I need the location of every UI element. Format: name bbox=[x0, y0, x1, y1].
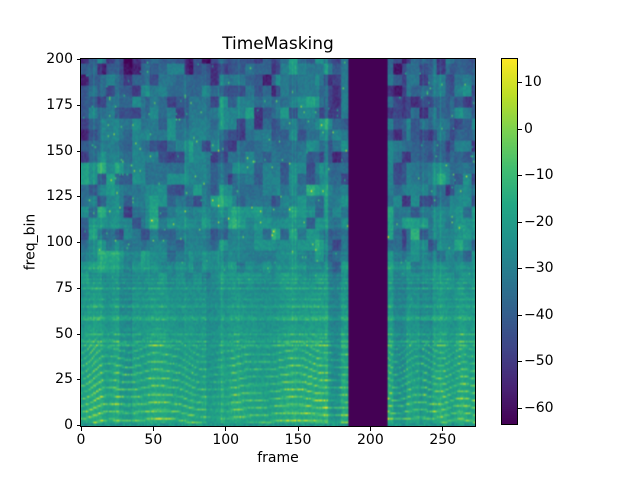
y-tick-150-mark bbox=[76, 150, 80, 152]
x-tick-250-label: 250 bbox=[429, 432, 457, 448]
x-tick-200-label: 200 bbox=[357, 432, 384, 448]
y-tick-150-label: 150 bbox=[46, 142, 73, 159]
colorbar-tick--60-label: −60 bbox=[524, 399, 554, 416]
y-tick-200-label: 200 bbox=[46, 51, 73, 68]
colorbar-tick-10-mark bbox=[518, 82, 522, 84]
y-tick-125-mark bbox=[76, 196, 80, 198]
colorbar-tick--30-mark bbox=[518, 268, 522, 270]
y-tick-200-mark bbox=[76, 59, 80, 61]
x-tick-200-mark bbox=[369, 427, 371, 431]
y-tick-100-mark bbox=[76, 242, 80, 244]
y-tick-50-mark bbox=[76, 333, 80, 335]
x-tick-100-label: 100 bbox=[212, 432, 240, 448]
y-tick-50-label: 50 bbox=[55, 325, 73, 342]
colorbar-tick--60-mark bbox=[518, 407, 522, 409]
colorbar-tick--50-label: −50 bbox=[524, 353, 554, 370]
x-tick-50-mark bbox=[152, 427, 154, 431]
spectrogram-image bbox=[80, 58, 476, 427]
x-axis-label: frame bbox=[257, 450, 299, 466]
x-tick-0-label: 0 bbox=[76, 432, 86, 448]
colorbar-tick--20-label: −20 bbox=[524, 213, 554, 230]
colorbar bbox=[501, 58, 518, 425]
colorbar-tick--40-mark bbox=[518, 314, 522, 316]
y-tick-125-label: 125 bbox=[46, 188, 73, 205]
y-tick-0-label: 0 bbox=[64, 417, 73, 434]
colorbar-tick--20-mark bbox=[518, 221, 522, 223]
x-tick-0-mark bbox=[80, 427, 82, 431]
colorbar-tick--30-label: −30 bbox=[524, 260, 554, 277]
colorbar-tick--40-label: −40 bbox=[524, 306, 554, 323]
x-tick-150-mark bbox=[297, 427, 299, 431]
chart-title: TimeMasking bbox=[222, 34, 334, 54]
x-tick-250-mark bbox=[442, 427, 444, 431]
y-tick-75-label: 75 bbox=[55, 279, 73, 296]
colorbar-tick--50-mark bbox=[518, 361, 522, 363]
x-tick-50-label: 50 bbox=[144, 432, 163, 448]
y-tick-175-label: 175 bbox=[46, 97, 73, 114]
y-tick-75-mark bbox=[76, 287, 80, 289]
y-tick-25-mark bbox=[76, 379, 80, 381]
y-tick-0-mark bbox=[76, 425, 80, 427]
colorbar-tick--10-label: −10 bbox=[524, 167, 554, 184]
y-tick-100-label: 100 bbox=[46, 234, 73, 251]
x-tick-100-mark bbox=[225, 427, 227, 431]
colorbar-tick--10-mark bbox=[518, 175, 522, 177]
colorbar-tick-0-label: 0 bbox=[524, 120, 533, 137]
colorbar-tick-10-label: 10 bbox=[524, 74, 542, 91]
y-tick-25-label: 25 bbox=[55, 371, 73, 388]
y-tick-175-mark bbox=[76, 105, 80, 107]
x-tick-150-label: 150 bbox=[284, 432, 312, 448]
colorbar-tick-0-mark bbox=[518, 128, 522, 130]
